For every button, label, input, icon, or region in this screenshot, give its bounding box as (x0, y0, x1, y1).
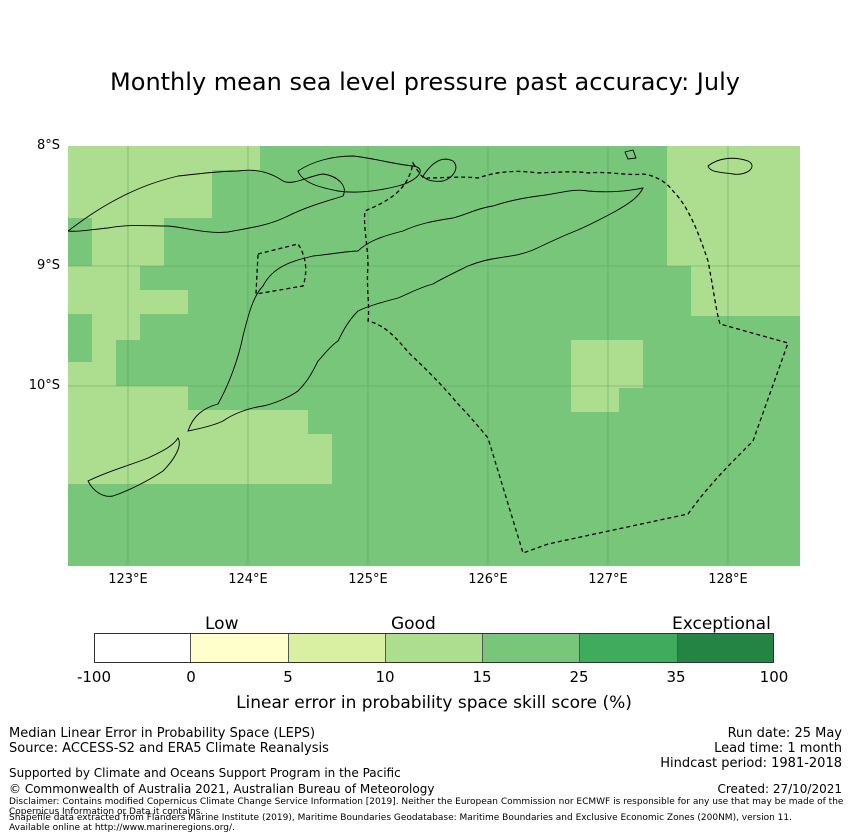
colorbar-segment (676, 633, 774, 663)
support-text: Supported by Climate and Oceans Support … (9, 766, 401, 780)
lon-label-128e: 128°E (708, 572, 748, 587)
colorbar-segment (482, 633, 580, 663)
lon-label-126e: 126°E (468, 572, 508, 587)
lat-label-8s: 8°S (36, 138, 60, 153)
wetar-coast (297, 155, 421, 193)
colorbar-tick: 25 (569, 668, 589, 686)
lead-time: Lead time: 1 month (714, 741, 842, 756)
colorbar-tick: 5 (283, 668, 293, 686)
small-island-2 (624, 149, 637, 160)
lat-label-9s: 9°S (36, 258, 60, 273)
colorbar-frame (94, 633, 774, 663)
eez-boundary-west (255, 243, 307, 295)
colorbar-tick: 35 (666, 668, 686, 686)
chart-title: Monthly mean sea level pressure past acc… (110, 68, 740, 96)
colorbar-segment (287, 633, 385, 663)
colorbar-tick: 100 (759, 668, 789, 686)
colorbar-segment (190, 633, 288, 663)
colorbar-segment (579, 633, 677, 663)
legend-category-exceptional: Exceptional (672, 614, 771, 634)
eez-boundary (363, 161, 789, 554)
colorbar (94, 633, 774, 663)
shapefile-text: Shapefile data extracted from Flanders M… (9, 813, 792, 833)
lon-label-124e: 124°E (228, 572, 268, 587)
flores-coast (68, 169, 345, 233)
run-date: Run date: 25 May (727, 726, 842, 741)
disclaimer-text: Disclaimer: Contains modified Copernicus… (9, 797, 844, 817)
colorbar-tick: 15 (472, 668, 492, 686)
colorbar-tick: -100 (76, 668, 112, 686)
colorbar-segment (384, 633, 483, 663)
alor-coast (422, 158, 457, 182)
method-text: Median Linear Error in Probability Space… (9, 726, 316, 741)
colorbar-tick: 10 (375, 668, 395, 686)
legend-category-low: Low (205, 614, 239, 634)
coastlines (68, 149, 753, 497)
lon-label-125e: 125°E (348, 572, 388, 587)
skill-map (68, 146, 800, 566)
source-text: Source: ACCESS-S2 and ERA5 Climate Reana… (9, 741, 329, 756)
created-date: Created: 27/10/2021 (717, 782, 842, 796)
colorbar-segment (94, 633, 191, 663)
copyright-text: © Commonwealth of Australia 2021, Austra… (9, 782, 435, 796)
hindcast-period: Hindcast period: 1981-2018 (660, 756, 842, 771)
small-island-1 (707, 157, 753, 175)
lon-label-123e: 123°E (108, 572, 148, 587)
sumba-coast (87, 437, 180, 497)
timor-coast (187, 187, 644, 432)
lon-label-127e: 127°E (588, 572, 628, 587)
graticule (68, 146, 800, 566)
legend-category-good: Good (391, 614, 436, 634)
lat-label-10s: 10°S (28, 378, 60, 393)
colorbar-tick: 0 (186, 668, 196, 686)
colorbar-label: Linear error in probability space skill … (236, 693, 632, 713)
